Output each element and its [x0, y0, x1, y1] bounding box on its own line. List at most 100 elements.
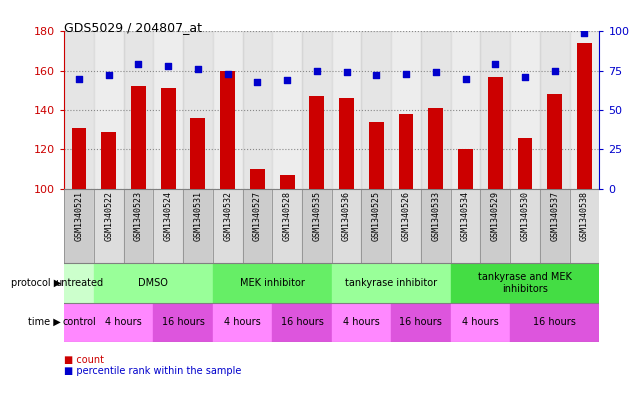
Bar — [124, 189, 153, 263]
Text: GSM1340535: GSM1340535 — [312, 191, 321, 241]
Bar — [242, 31, 272, 189]
Text: tankyrase and MEK
inhibitors: tankyrase and MEK inhibitors — [478, 272, 572, 294]
Point — [520, 74, 530, 80]
Point — [371, 72, 381, 79]
Bar — [213, 263, 332, 303]
Text: GSM1340527: GSM1340527 — [253, 191, 262, 241]
Bar — [451, 31, 480, 189]
Bar — [213, 303, 272, 342]
Bar — [213, 31, 242, 189]
Bar — [221, 71, 235, 189]
Bar — [302, 189, 332, 263]
Bar — [279, 175, 295, 189]
Text: MEK inhibitor: MEK inhibitor — [240, 278, 304, 288]
Point — [312, 68, 322, 74]
Text: GSM1340532: GSM1340532 — [223, 191, 232, 241]
Point — [133, 61, 144, 68]
Point — [490, 61, 501, 68]
Text: ■ count: ■ count — [64, 354, 104, 365]
Text: GSM1340530: GSM1340530 — [520, 191, 529, 241]
Bar — [153, 189, 183, 263]
Bar — [517, 138, 533, 189]
Point — [282, 77, 292, 83]
Bar — [570, 189, 599, 263]
Text: GSM1340531: GSM1340531 — [194, 191, 203, 241]
Bar — [302, 31, 332, 189]
Bar — [272, 303, 332, 342]
Text: GSM1340521: GSM1340521 — [74, 191, 83, 241]
Bar — [153, 303, 213, 342]
Point — [549, 68, 560, 74]
Bar — [64, 189, 94, 263]
Bar — [332, 303, 391, 342]
Point — [401, 71, 411, 77]
Bar — [451, 263, 599, 303]
Bar — [391, 189, 421, 263]
Bar — [480, 31, 510, 189]
Bar — [510, 189, 540, 263]
Bar — [272, 189, 302, 263]
Bar — [391, 303, 451, 342]
Text: time ▶: time ▶ — [28, 317, 61, 327]
Bar — [369, 122, 384, 189]
Point — [431, 69, 441, 75]
Point — [253, 79, 263, 85]
Bar — [399, 114, 413, 189]
Point — [579, 30, 590, 36]
Bar — [153, 31, 183, 189]
Bar — [250, 169, 265, 189]
Text: 16 hours: 16 hours — [281, 317, 324, 327]
Bar — [458, 149, 473, 189]
Bar — [332, 263, 451, 303]
Bar — [547, 94, 562, 189]
Text: DMSO: DMSO — [138, 278, 168, 288]
Text: GSM1340529: GSM1340529 — [491, 191, 500, 241]
Text: 16 hours: 16 hours — [399, 317, 442, 327]
Bar — [72, 128, 87, 189]
Point — [222, 71, 233, 77]
Text: 4 hours: 4 hours — [343, 317, 380, 327]
Text: GSM1340522: GSM1340522 — [104, 191, 113, 241]
Bar — [64, 303, 94, 342]
Point — [342, 69, 352, 75]
Bar — [570, 31, 599, 189]
Text: GSM1340528: GSM1340528 — [283, 191, 292, 241]
Text: GSM1340523: GSM1340523 — [134, 191, 143, 241]
Bar — [242, 189, 272, 263]
Text: GDS5029 / 204807_at: GDS5029 / 204807_at — [64, 22, 202, 35]
Bar — [94, 189, 124, 263]
Bar — [101, 132, 116, 189]
Bar — [362, 189, 391, 263]
Bar — [183, 189, 213, 263]
Point — [104, 72, 114, 79]
Text: 16 hours: 16 hours — [162, 317, 204, 327]
Text: GSM1340524: GSM1340524 — [163, 191, 172, 241]
Bar — [64, 263, 94, 303]
Text: GSM1340525: GSM1340525 — [372, 191, 381, 241]
Bar — [94, 31, 124, 189]
Bar — [332, 189, 362, 263]
Bar — [64, 31, 94, 189]
Bar — [488, 77, 503, 189]
Text: GSM1340538: GSM1340538 — [580, 191, 589, 241]
Text: GSM1340536: GSM1340536 — [342, 191, 351, 241]
Text: 4 hours: 4 hours — [105, 317, 142, 327]
Bar — [362, 31, 391, 189]
Bar — [421, 189, 451, 263]
Bar — [310, 96, 324, 189]
Bar — [213, 189, 242, 263]
Bar — [332, 31, 362, 189]
Text: protocol ▶: protocol ▶ — [11, 278, 61, 288]
Bar — [131, 86, 146, 189]
Text: 4 hours: 4 hours — [462, 317, 499, 327]
Bar — [94, 263, 213, 303]
Bar — [421, 31, 451, 189]
Text: GSM1340537: GSM1340537 — [550, 191, 559, 241]
Bar — [577, 43, 592, 189]
Bar — [94, 303, 153, 342]
Bar — [391, 31, 421, 189]
Text: untreated: untreated — [55, 278, 103, 288]
Point — [193, 66, 203, 72]
Bar — [428, 108, 443, 189]
Bar — [190, 118, 205, 189]
